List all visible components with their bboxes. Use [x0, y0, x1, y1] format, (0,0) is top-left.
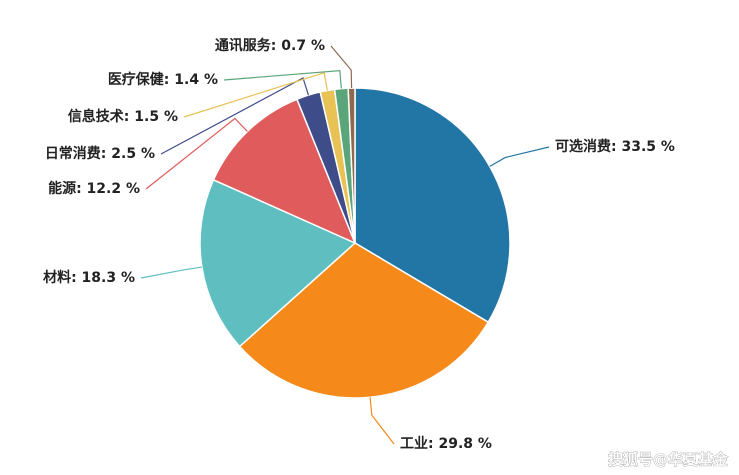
data-label: 可选消费: 33.5 % — [555, 138, 675, 155]
leader-line — [223, 70, 342, 89]
watermark: 搜狐号@华夏基金 — [608, 451, 729, 469]
leader-line — [330, 45, 353, 89]
data-label: 工业: 29.8 % — [400, 436, 492, 452]
leader-line — [369, 397, 395, 445]
pie-slice — [238, 242, 490, 399]
data-label: 医疗保健: 1.4 % — [108, 71, 218, 88]
data-label: 日常消费: 2.5 % — [45, 145, 155, 162]
leader-line — [145, 117, 248, 190]
leader-line — [183, 71, 328, 118]
pie-slice — [354, 87, 511, 324]
leader-line — [160, 77, 310, 155]
data-label: 通讯服务: 0.7 % — [215, 37, 325, 54]
data-label: 信息技术: 1.5 % — [68, 108, 178, 125]
data-label: 能源: 12.2 % — [48, 180, 140, 197]
leader-line — [489, 146, 550, 167]
leader-line — [140, 266, 202, 279]
data-label: 材料: 18.3 % — [43, 269, 135, 286]
